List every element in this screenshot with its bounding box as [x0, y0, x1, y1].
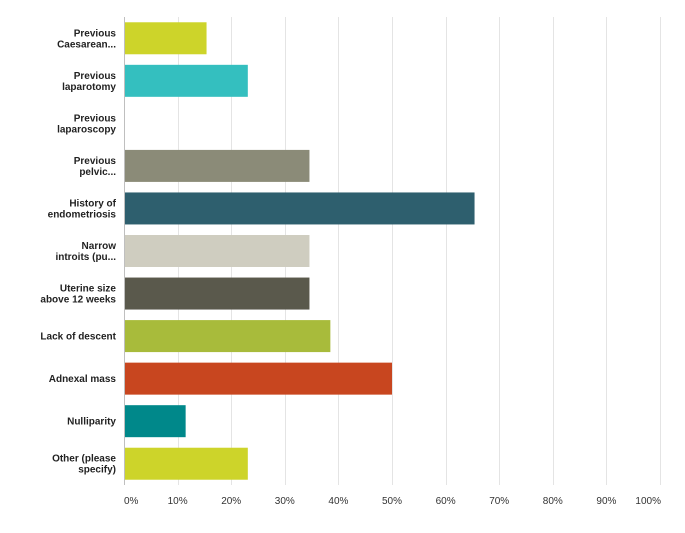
bar [125, 235, 310, 267]
bar [125, 277, 310, 310]
bar [125, 22, 207, 55]
category-label-line: Adnexal mass [49, 374, 117, 385]
category-label-line: Previous [74, 71, 117, 82]
category-label: History of endometriosis [48, 198, 117, 220]
category-label-line: Previous [74, 28, 117, 39]
bar [125, 64, 248, 97]
x-tick-label: 50% [382, 496, 402, 507]
bar [125, 192, 475, 225]
x-tick-label: 80% [543, 496, 563, 507]
x-tick-label: 40% [328, 496, 348, 507]
category-label-line: laparoscopy [57, 124, 116, 135]
category-label-line: pelvic... [79, 167, 116, 178]
x-tick-label: 0% [124, 496, 139, 507]
category-label-line: History of [69, 198, 116, 209]
x-tick-label: 100% [635, 496, 661, 507]
category-label: Previous Caesarean... [57, 28, 116, 50]
x-tick-label: 20% [221, 496, 241, 507]
category-label-line: Previous [74, 113, 117, 124]
category-label: Nulliparity [67, 417, 116, 428]
x-tick-label: 70% [489, 496, 509, 507]
category-label: Uterine size above 12 weeks [40, 284, 116, 306]
category-label-line: Lack of descent [40, 332, 116, 343]
category-label: Narrow introits (pu... [55, 241, 116, 263]
category-label-line: introits (pu... [55, 252, 116, 263]
category-label: Adnexal mass [49, 374, 117, 385]
category-label: Previous laparotomy [62, 71, 116, 93]
category-label: Previous pelvic... [74, 156, 117, 178]
bar [125, 405, 186, 438]
x-tick-label: 10% [168, 496, 188, 507]
category-label-line: Narrow [82, 241, 117, 252]
category-label-line: above 12 weeks [40, 295, 116, 306]
category-label-line: Caesarean... [57, 39, 116, 50]
category-label-line: Other (please [52, 454, 116, 465]
category-label: Previous laparoscopy [57, 113, 116, 135]
x-tick-label: 30% [275, 496, 295, 507]
bar [125, 149, 310, 182]
category-label-line: Nulliparity [67, 417, 116, 428]
category-label-line: Uterine size [60, 284, 117, 295]
bar [125, 320, 331, 353]
bar [125, 447, 248, 480]
category-label-line: Previous [74, 156, 117, 167]
category-label: Other (please specify) [52, 454, 116, 476]
category-label-line: specify) [78, 465, 116, 476]
x-tick-label: 90% [596, 496, 616, 507]
bar [125, 362, 392, 395]
category-label-line: laparotomy [62, 82, 116, 93]
category-label-line: endometriosis [48, 209, 117, 220]
category-label: Lack of descent [40, 332, 116, 343]
x-tick-label: 60% [436, 496, 456, 507]
